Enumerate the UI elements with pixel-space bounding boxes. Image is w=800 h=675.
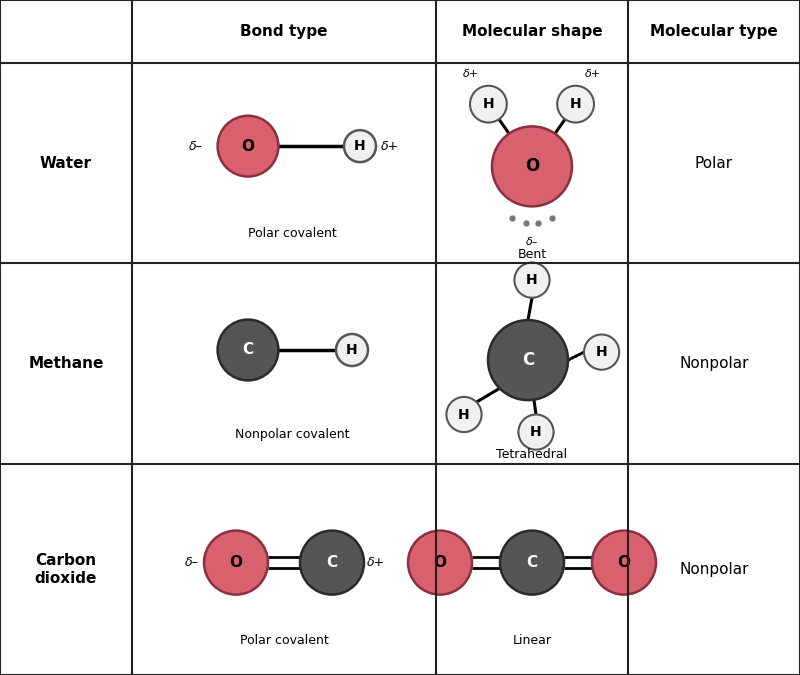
Text: Carbon
dioxide: Carbon dioxide	[35, 554, 97, 586]
Text: Tetrahedral: Tetrahedral	[497, 448, 567, 461]
Text: H: H	[354, 139, 366, 153]
Text: Water: Water	[40, 155, 92, 171]
Text: δ+: δ+	[367, 556, 385, 569]
Ellipse shape	[488, 320, 568, 400]
Text: H: H	[458, 408, 470, 421]
Text: δ–: δ–	[185, 556, 199, 569]
Text: Linear: Linear	[513, 634, 551, 647]
Text: Methane: Methane	[28, 356, 104, 371]
Ellipse shape	[592, 531, 656, 595]
Text: C: C	[326, 555, 338, 570]
Ellipse shape	[218, 115, 278, 177]
Ellipse shape	[584, 335, 619, 370]
Text: C: C	[242, 342, 254, 358]
Ellipse shape	[514, 263, 550, 298]
Text: O: O	[525, 157, 539, 176]
Text: H: H	[596, 345, 607, 359]
Text: δ+: δ+	[585, 69, 602, 79]
Ellipse shape	[408, 531, 472, 595]
Text: H: H	[346, 343, 358, 357]
Text: δ+: δ+	[382, 140, 399, 153]
Ellipse shape	[218, 319, 278, 381]
Text: Nonpolar: Nonpolar	[679, 356, 749, 371]
Text: Molecular shape: Molecular shape	[462, 24, 602, 39]
Text: Bent: Bent	[518, 248, 546, 261]
Text: δ–: δ–	[526, 238, 538, 248]
Text: O: O	[230, 555, 242, 570]
Text: Polar covalent: Polar covalent	[248, 227, 336, 240]
Ellipse shape	[446, 397, 482, 432]
Ellipse shape	[557, 86, 594, 123]
Text: C: C	[522, 351, 534, 369]
Text: H: H	[526, 273, 538, 287]
Ellipse shape	[500, 531, 564, 595]
Text: H: H	[570, 97, 582, 111]
Text: Polar covalent: Polar covalent	[240, 634, 328, 647]
Text: H: H	[482, 97, 494, 111]
Ellipse shape	[470, 86, 507, 123]
Text: O: O	[434, 555, 446, 570]
Ellipse shape	[344, 130, 376, 162]
Text: Polar: Polar	[695, 155, 733, 171]
Ellipse shape	[204, 531, 268, 595]
Text: Nonpolar covalent: Nonpolar covalent	[234, 428, 350, 441]
Text: Bond type: Bond type	[240, 24, 328, 39]
Text: Nonpolar: Nonpolar	[679, 562, 749, 577]
Text: δ–: δ–	[189, 140, 203, 153]
Ellipse shape	[492, 126, 572, 207]
Ellipse shape	[336, 334, 368, 366]
Text: δ+: δ+	[462, 69, 479, 79]
Ellipse shape	[518, 414, 554, 450]
Ellipse shape	[300, 531, 364, 595]
Text: C: C	[526, 555, 538, 570]
Text: O: O	[618, 555, 630, 570]
Text: O: O	[242, 138, 254, 154]
Text: Molecular type: Molecular type	[650, 24, 778, 39]
Text: H: H	[530, 425, 542, 439]
